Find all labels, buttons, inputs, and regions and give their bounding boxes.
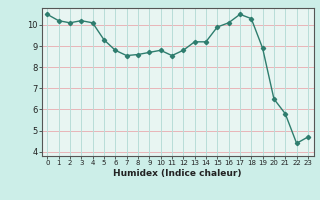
X-axis label: Humidex (Indice chaleur): Humidex (Indice chaleur)	[113, 169, 242, 178]
